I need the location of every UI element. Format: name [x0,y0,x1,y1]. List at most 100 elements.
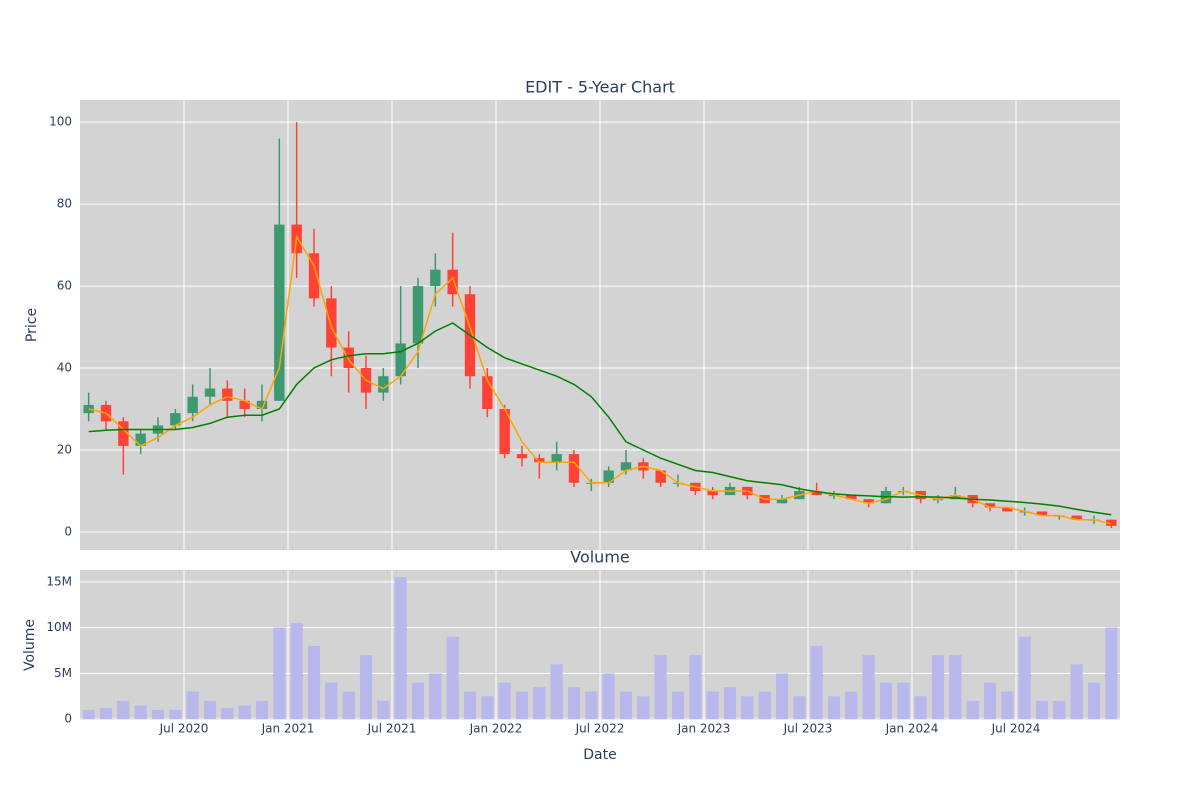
volume-bar [758,691,771,720]
candle-body [1002,507,1013,512]
candle-body [603,470,614,483]
volume-bar [290,623,303,720]
volume-bar [845,691,858,720]
x-axis-title: Date [583,747,616,763]
volume-bar [377,700,390,720]
x-tick-label: Jul 2024 [991,722,1041,736]
volume-title: Volume [570,548,630,567]
candle-body [135,433,146,446]
x-tick-label: Jul 2023 [783,722,833,736]
candle-body [707,490,718,496]
volume-bar [238,705,251,720]
volume-bar [723,687,737,720]
candle-body [776,499,788,504]
volume-bar [1035,700,1049,720]
candle-body [395,343,406,377]
x-tick-label: Jan 2022 [469,722,523,736]
volume-bar [342,691,355,720]
volume-bar [1070,664,1083,720]
candle-body [308,253,320,299]
volume-bar [897,682,910,720]
y-tick-label: 10M [46,620,72,634]
volume-bar [966,700,979,720]
candle-body [378,376,389,393]
volume-bar [186,691,199,720]
candle-body [412,286,424,344]
volume-bar [134,705,147,720]
y-axis-title: Price [24,308,40,342]
y-tick-label: 0 [64,524,72,538]
candle-body [222,388,233,401]
moving-average-line [88,234,1112,525]
x-tick-label: Jul 2020 [159,722,209,736]
y-tick-label: 60 [57,279,72,293]
volume-bar [82,709,95,720]
volume-bar [550,664,563,720]
volume-bar [827,696,841,720]
y-tick-label: 0 [64,712,72,726]
volume-bar [793,696,806,720]
candle-body [343,347,354,369]
y-tick-label: 100 [49,115,72,129]
volume-bar [914,696,927,720]
candle-body [811,490,822,496]
y-tick-label: 5M [54,666,72,680]
y-tick-label: 15M [46,574,72,588]
candle-body [499,409,510,455]
candle-body [170,413,181,426]
volume-bar [879,682,893,720]
candle-body [1036,511,1048,516]
volume-bar [117,700,130,720]
volume-bar [585,691,598,720]
volume-bar [637,696,650,720]
volume-bar [481,696,494,720]
volume-bar [515,691,529,720]
volume-bar [498,682,511,720]
candle-body [326,298,337,348]
volume-bar [411,682,425,720]
volume-bar [1001,691,1014,720]
volume-bar [255,700,269,720]
x-tick-label: Jul 2021 [367,722,417,736]
x-tick-label: Jan 2021 [261,722,315,736]
candle-body [187,396,198,414]
volume-bar [203,700,217,720]
volume-bar [446,636,459,720]
volume-bar [1053,700,1066,720]
candle-body [256,400,268,410]
volume-bar [307,645,321,720]
volume-bar [359,655,373,720]
volume-bar [983,682,997,720]
candle-body [447,269,458,295]
candle-body [118,421,129,446]
volume-bar [689,655,702,720]
y-tick-label: 80 [57,197,72,211]
candle-body [1106,519,1117,526]
chart-title: EDIT - 5-Year Chart [525,78,675,97]
volume-bar [533,687,546,720]
volume-bar [151,709,165,720]
candle-body [551,454,562,463]
candle-body [482,376,493,410]
candle-body [239,400,250,410]
volume-bar [602,673,615,720]
candle-body [1071,515,1082,520]
candle-body [846,495,857,500]
candle-body [430,269,441,287]
candle-body [984,503,996,508]
volume-bar [221,708,234,720]
x-tick-label: Jan 2024 [885,722,939,736]
candle-body [516,454,528,459]
volume-bar [429,673,442,720]
candle-body [568,454,580,483]
candle-body [863,499,874,504]
volume-bar [169,709,182,720]
volume-bar [394,577,407,720]
volume-bar [862,655,875,720]
volume-bar [273,627,286,720]
candle-body [274,224,285,401]
volume-bar [1105,627,1118,720]
volume-axis-title: Volume [22,619,38,671]
candle-body [534,458,545,463]
